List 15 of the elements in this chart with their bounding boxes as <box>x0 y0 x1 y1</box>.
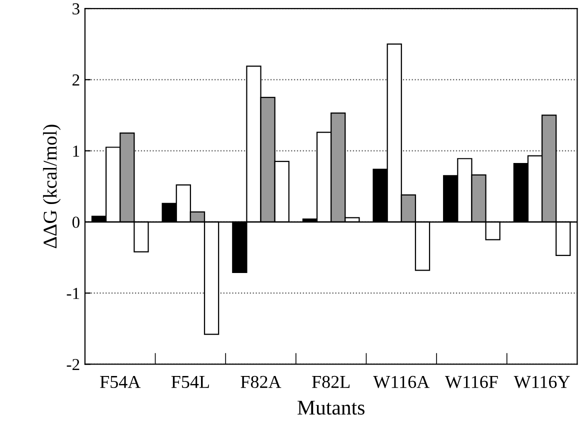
y-tick-label: 0 <box>72 216 80 228</box>
x-tick-label: W116Y <box>514 376 570 388</box>
x-tick-label: W116F <box>445 376 498 388</box>
y-tick-label: 2 <box>72 74 80 86</box>
y-axis-title: ΔΔG (kcal/mol) <box>43 124 61 248</box>
x-tick-label: F82L <box>312 376 350 388</box>
x-tick-label: F82A <box>240 376 282 388</box>
y-tick-label: -2 <box>66 358 80 370</box>
y-tick-label: -1 <box>66 288 80 299</box>
x-tick-label: F54A <box>100 376 141 388</box>
y-tick-label: 3 <box>72 3 80 14</box>
x-axis-title: Mutants <box>298 400 364 415</box>
x-tick-label: F54L <box>171 376 209 388</box>
y-tick-label: 1 <box>73 146 80 157</box>
x-tick-label: W116A <box>373 376 430 388</box>
